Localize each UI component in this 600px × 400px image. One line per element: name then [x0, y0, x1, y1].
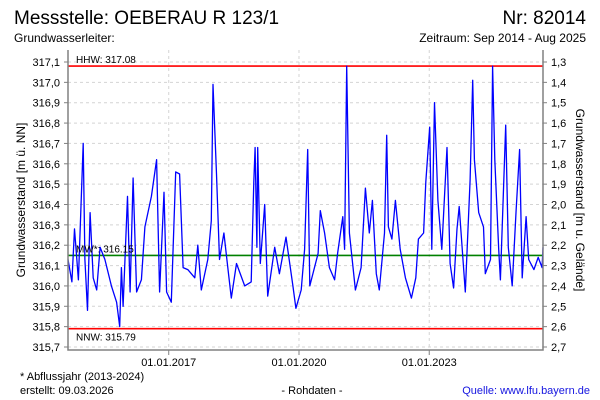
y-tick-label-left: 316,0: [32, 281, 60, 293]
y-tick-label-left: 316,9: [32, 98, 60, 110]
y-tick-label-right: 2,4: [551, 281, 566, 293]
reference-label-hhw: HHW: 317.08: [76, 55, 136, 66]
y-tick-label-left: 316,3: [32, 220, 60, 232]
y-tick-label-left: 317,0: [32, 77, 60, 89]
y-tick-label-right: 2,0: [551, 200, 566, 212]
y-tick-label-right: 1,8: [551, 159, 566, 171]
y-axis-title-right: Grundwasserstand [m u. Gelände]: [573, 109, 587, 292]
axis-ticks: 315,7 2,7 315,8 2,6 315,9 2,5 316,0 2,4 316,1 2,3…: [32, 57, 566, 369]
reference-labels: HHW: 317.08 MW*: 316.15 NNW: 315.79: [76, 55, 136, 344]
y-tick-label-left: 315,8: [32, 322, 60, 334]
y-tick-label-right: 2,7: [551, 342, 566, 354]
aquifer-label: Grundwasserleiter:: [14, 31, 115, 45]
x-tick-label: 01.01.2023: [402, 357, 457, 369]
grid: [68, 50, 543, 350]
y-tick-label-right: 2,6: [551, 322, 566, 334]
raw-data-label: - Rohdaten -: [281, 385, 342, 397]
source-link[interactable]: Quelle: www.lfu.bayern.de: [462, 385, 590, 397]
y-tick-label-right: 1,7: [551, 138, 566, 150]
station-number: Nr: 82014: [503, 8, 587, 29]
y-tick-label-left: 316,4: [32, 200, 60, 212]
y-tick-label-left: 316,6: [32, 159, 60, 171]
y-tick-label-right: 1,4: [551, 77, 566, 89]
y-tick-label-right: 2,2: [551, 240, 566, 252]
y-tick-label-right: 1,6: [551, 118, 566, 130]
y-tick-label-left: 315,7: [32, 342, 60, 354]
y-tick-label-right: 2,3: [551, 261, 566, 273]
y-tick-label-right: 1,9: [551, 179, 566, 191]
y-tick-label-left: 317,1: [32, 57, 60, 69]
footnote: * Abflussjahr (2013-2024): [20, 371, 144, 383]
y-tick-label-right: 1,3: [551, 57, 566, 69]
series-line-groundwater-level: [67, 65, 544, 328]
y-axis-title-left: Grundwasserstand [m ü. NN]: [14, 123, 28, 278]
y-tick-label-left: 316,5: [32, 179, 60, 191]
y-tick-label-left: 316,8: [32, 118, 60, 130]
plot-frame: [67, 50, 544, 351]
period-label: Zeitraum: Sep 2014 - Aug 2025: [419, 31, 586, 45]
reference-label-mw: MW*: 316.15: [76, 244, 134, 255]
y-tick-label-left: 316,2: [32, 240, 60, 252]
x-tick-label: 01.01.2017: [141, 357, 196, 369]
reference-lines: [68, 65, 543, 330]
y-tick-label-right: 2,5: [551, 301, 566, 313]
station-title: Messstelle: OEBERAU R 123/1: [14, 8, 279, 29]
y-tick-label-left: 315,9: [32, 301, 60, 313]
y-tick-label-left: 316,7: [32, 138, 60, 150]
created-date: erstellt: 09.03.2026: [20, 385, 114, 397]
y-tick-label-left: 316,1: [32, 261, 60, 273]
y-tick-label-right: 1,5: [551, 98, 566, 110]
y-tick-label-right: 2,1: [551, 220, 566, 232]
reference-label-nnw: NNW: 315.79: [76, 333, 136, 344]
x-tick-label: 01.01.2020: [271, 357, 326, 369]
